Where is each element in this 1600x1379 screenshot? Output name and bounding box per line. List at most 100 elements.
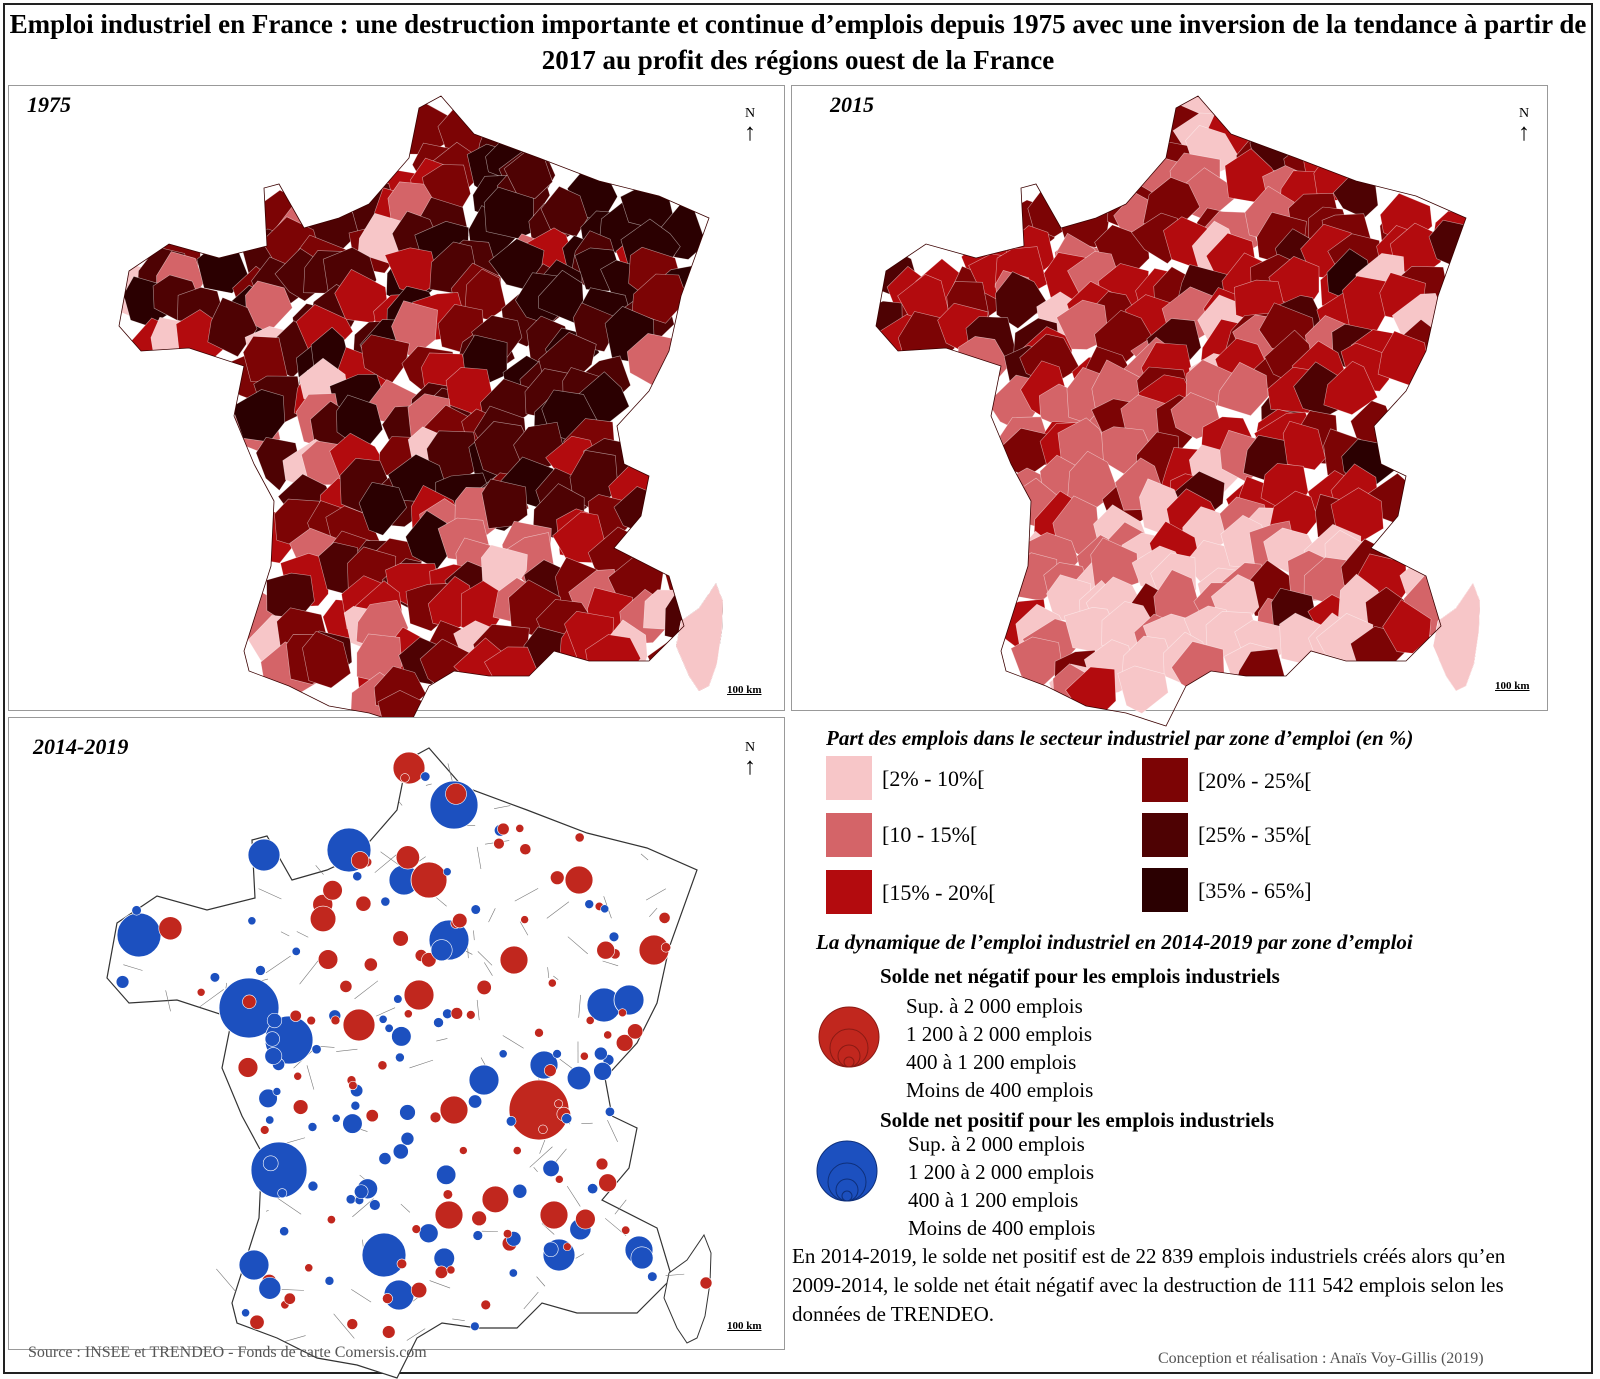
- m2-border-45: [567, 936, 588, 955]
- m2-bubble-139: [542, 1159, 560, 1177]
- legend-negative-size-3: 400 à 1 200 emplois: [906, 1050, 1077, 1074]
- m2-bubble-98: [604, 1106, 615, 1117]
- m2-border-67: [265, 1209, 269, 1212]
- m2-border-140: [333, 1313, 355, 1339]
- m2-bubble-113: [555, 1175, 564, 1184]
- m2-bubble-49: [342, 1113, 363, 1134]
- m2-bubble-86: [603, 1030, 613, 1040]
- m2-border-150: [165, 990, 171, 1012]
- source-note: Source : INSEE et TRENDEO - Fonds de car…: [28, 1344, 427, 1361]
- m2-bubble-33: [363, 957, 378, 972]
- m0-zone-85: [631, 273, 688, 324]
- m2-bubble-117: [378, 1014, 388, 1024]
- m2-bubble-84: [382, 1325, 396, 1339]
- legend-negative-size-1: Sup. à 2 000 emplois: [906, 994, 1083, 1018]
- m2-bubble-10: [250, 1141, 308, 1199]
- m2-bubble-171: [595, 1157, 609, 1171]
- m2-bubble-164: [410, 1282, 428, 1299]
- m2-border-21: [123, 964, 143, 971]
- m2-border-92: [477, 951, 493, 966]
- m2-bubble-122: [550, 870, 565, 885]
- m2-bubble-174: [395, 845, 420, 870]
- m2-bubble-138: [411, 1224, 421, 1234]
- north-label: N: [744, 106, 756, 121]
- m2-bubble-37: [391, 1026, 412, 1047]
- map-panel-2015: 2015 N ↑ 100 km: [791, 85, 1548, 727]
- m2-bubble-128: [538, 1124, 548, 1134]
- m2-bubble-168: [392, 930, 409, 947]
- m2-border-84: [494, 805, 511, 809]
- m2-bubble-67: [400, 773, 410, 783]
- m2-bubble-50: [498, 1049, 508, 1059]
- m2-bubble-59: [311, 1044, 322, 1055]
- m2-border-20: [614, 1199, 627, 1215]
- m2-bubble-106: [326, 1215, 336, 1225]
- m2-bubble-22: [403, 979, 435, 1011]
- m2-bubble-192: [472, 1230, 484, 1241]
- legend-swatch-class-4: [1142, 758, 1188, 802]
- m2-bubble-195: [699, 1276, 713, 1290]
- m0-outline: [118, 95, 710, 727]
- m2-bubble-62: [377, 1060, 388, 1071]
- m2-border-34: [216, 1268, 236, 1292]
- m2-bubble-61: [442, 1189, 453, 1200]
- legend-label-class-4: [20% - 25%[: [1198, 768, 1312, 793]
- m2-bubble-119: [598, 1173, 617, 1193]
- legend-positive-size-2: 1 200 à 2 000 emplois: [908, 1160, 1095, 1184]
- legend-label-class-5: [25% - 35%[: [1198, 822, 1312, 847]
- legend-negative-title: Solde net négatif pour les emplois indus…: [880, 964, 1280, 988]
- m2-bubble-144: [352, 871, 363, 882]
- legend-swatch-class-5: [1142, 813, 1188, 857]
- m2-bubble-11: [361, 1232, 407, 1278]
- legend-negative-size-2: 1 200 à 2 000 emplois: [906, 1022, 1093, 1046]
- m2-bubble-48: [293, 1071, 303, 1081]
- m2-bubble-107: [264, 1031, 280, 1047]
- m2-border-10: [409, 1059, 434, 1069]
- m2-bubble-102: [471, 1210, 487, 1227]
- m2-bubble-16: [410, 861, 448, 899]
- north-arrow: N ↑: [1514, 106, 1534, 145]
- legend-negative-circle-4: [843, 1056, 855, 1068]
- north-arrow-icon: ↑: [744, 120, 756, 146]
- m2-bubble-72: [554, 1099, 564, 1109]
- m2-border-106: [536, 1276, 546, 1287]
- m2-bubble-185: [196, 987, 206, 997]
- legend-negative-circles: [818, 1006, 880, 1068]
- m2-bubble-116: [292, 1099, 309, 1115]
- legend-label-class-3: [15% - 20%[: [882, 880, 996, 905]
- m2-bubble-125: [433, 1247, 455, 1269]
- choropleth-map-2015: [875, 95, 1480, 727]
- m2-border-111: [476, 999, 480, 1021]
- m2-border-63: [354, 980, 379, 1000]
- m2-border-127: [284, 1335, 306, 1342]
- m2-bubble-91: [585, 1016, 595, 1025]
- m2-bubble-184: [660, 942, 672, 953]
- m2-bubble-81: [594, 1046, 608, 1061]
- m2-bubble-80: [289, 1009, 302, 1022]
- m2-bubble-120: [348, 1080, 358, 1091]
- m2-bubble-142: [260, 1125, 270, 1135]
- m2-bubble-66: [459, 1146, 468, 1155]
- m2-border-124: [425, 783, 432, 786]
- m2-bubble-101: [158, 916, 183, 941]
- m2-border-116: [502, 1035, 524, 1049]
- m2-bubble-165: [621, 1225, 631, 1235]
- m2-bubble-167: [354, 1184, 369, 1199]
- m2-bubble-115: [255, 965, 266, 976]
- m2-bubble-154: [209, 972, 221, 983]
- m2-bubble-26: [539, 1200, 569, 1230]
- m2-bubble-177: [434, 1265, 449, 1279]
- m2-bubble-143: [265, 1115, 275, 1125]
- m2-bubble-166: [429, 1111, 442, 1124]
- panel-label-2015: 2015: [830, 92, 874, 117]
- m0-zone-89: [207, 297, 258, 358]
- m2-bubble-130: [317, 949, 339, 970]
- m2-bubble-70: [470, 1321, 480, 1331]
- m2-bubble-179: [309, 905, 337, 933]
- m2-bubble-42: [442, 867, 452, 877]
- panel-label-1975: 1975: [27, 92, 71, 117]
- m2-corsica: [663, 1233, 712, 1344]
- m2-bubble-135: [520, 915, 529, 924]
- m2-border-103: [514, 888, 539, 902]
- m2-border-90: [265, 955, 291, 974]
